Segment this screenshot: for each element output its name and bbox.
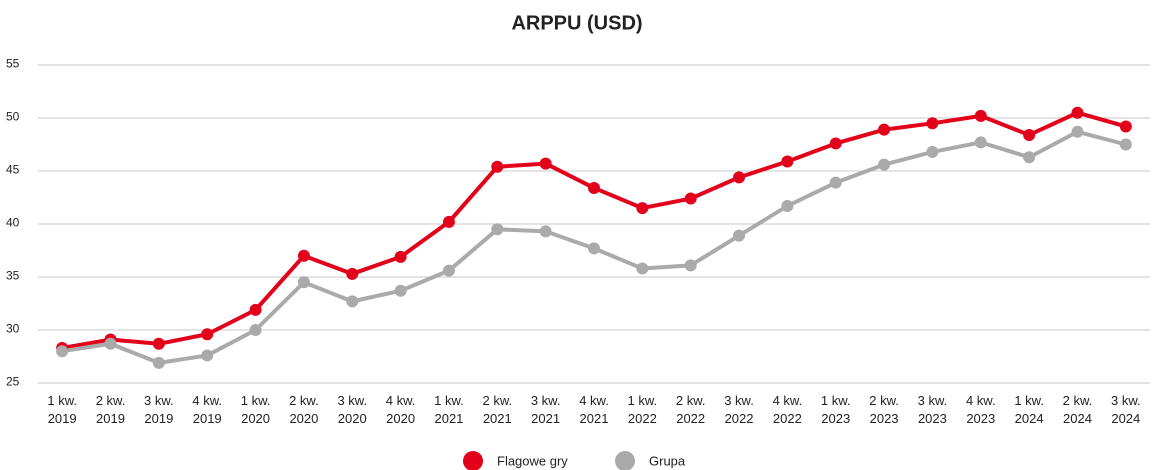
- legend-marker: [615, 451, 635, 470]
- data-point: [636, 202, 649, 215]
- data-point: [491, 160, 504, 173]
- data-point: [829, 176, 842, 189]
- x-tick-label: 3 kw. 2022: [724, 393, 754, 426]
- data-point: [1023, 151, 1036, 164]
- x-tick-label: 2 kw. 2020: [289, 393, 319, 426]
- data-point: [249, 303, 262, 316]
- x-tick-label: 4 kw. 2019: [192, 393, 223, 426]
- x-tick-label: 4 kw. 2020: [385, 393, 416, 426]
- y-tick-label: 45: [6, 163, 20, 177]
- data-point: [249, 324, 262, 336]
- data-point: [636, 262, 649, 275]
- data-point: [539, 157, 552, 170]
- x-tick-label: 1 kw. 2024: [1014, 393, 1044, 426]
- data-point: [781, 155, 794, 168]
- data-point: [297, 249, 310, 262]
- x-tick-label: 4 kw. 2023: [965, 393, 996, 426]
- data-point: [1119, 138, 1132, 151]
- data-point: [1119, 120, 1132, 133]
- data-point: [297, 276, 310, 289]
- x-tick-label: 1 kw. 2020: [240, 393, 271, 426]
- y-tick-label: 25: [6, 375, 20, 389]
- data-point: [201, 349, 214, 362]
- legend-label: Grupa: [649, 453, 686, 468]
- data-point: [974, 136, 987, 149]
- data-point: [539, 225, 552, 238]
- data-point: [878, 158, 891, 171]
- data-point: [733, 229, 746, 242]
- data-point: [1023, 128, 1036, 141]
- data-point: [588, 181, 600, 194]
- data-point: [442, 264, 455, 277]
- data-point: [926, 117, 939, 130]
- x-tick-label: 2 kw. 2021: [482, 393, 513, 426]
- x-tick-label: 4 kw. 2021: [579, 393, 609, 426]
- x-tick-label: 2 kw. 2019: [95, 393, 126, 426]
- x-tick-label: 4 kw. 2022: [772, 393, 803, 426]
- data-point: [201, 328, 214, 341]
- data-point: [684, 259, 697, 272]
- x-tick-label: 2 kw. 2023: [869, 393, 899, 426]
- x-tick-label: 2 kw. 2022: [675, 393, 706, 426]
- data-point: [1071, 125, 1084, 138]
- data-point: [1071, 106, 1084, 119]
- x-tick-label: 3 kw. 2023: [917, 393, 948, 426]
- data-point: [974, 109, 987, 122]
- data-point: [346, 295, 359, 308]
- data-point: [684, 192, 697, 205]
- series-line: [61, 110, 1127, 350]
- data-point: [346, 267, 359, 280]
- x-tick-label: 3 kw. 2021: [530, 393, 561, 426]
- data-point: [733, 171, 746, 184]
- x-tick-label: 1 kw. 2019: [47, 393, 77, 426]
- data-point: [152, 356, 165, 369]
- data-point: [878, 123, 891, 136]
- legend-marker: [463, 451, 483, 470]
- chart-title: ARPPU (USD): [511, 12, 642, 34]
- x-tick-label: 3 kw. 2020: [337, 393, 368, 426]
- data-point: [394, 284, 407, 297]
- data-point: [56, 345, 69, 358]
- x-tick-label: 2 kw. 2024: [1062, 393, 1093, 426]
- y-tick-label: 50: [6, 110, 20, 124]
- x-tick-label: 3 kw. 2019: [144, 393, 174, 426]
- y-tick-label: 55: [6, 57, 20, 71]
- data-point: [588, 242, 600, 255]
- x-tick-label: 3 kw. 2024: [1111, 393, 1141, 426]
- data-point: [781, 199, 794, 212]
- legend-label: Flagowe gry: [497, 453, 568, 468]
- data-point: [152, 337, 165, 350]
- data-point: [926, 145, 939, 158]
- data-point: [442, 215, 455, 228]
- y-tick-label: 30: [6, 322, 20, 336]
- data-point: [104, 337, 117, 350]
- x-tick-label: 1 kw. 2022: [627, 393, 658, 426]
- x-tick-label: 1 kw. 2023: [820, 393, 851, 426]
- data-point: [491, 223, 504, 236]
- y-tick-label: 40: [6, 216, 20, 230]
- x-tick-label: 1 kw. 2021: [434, 393, 464, 426]
- data-point: [829, 137, 842, 150]
- data-point: [394, 250, 407, 263]
- y-tick-label: 35: [6, 269, 20, 283]
